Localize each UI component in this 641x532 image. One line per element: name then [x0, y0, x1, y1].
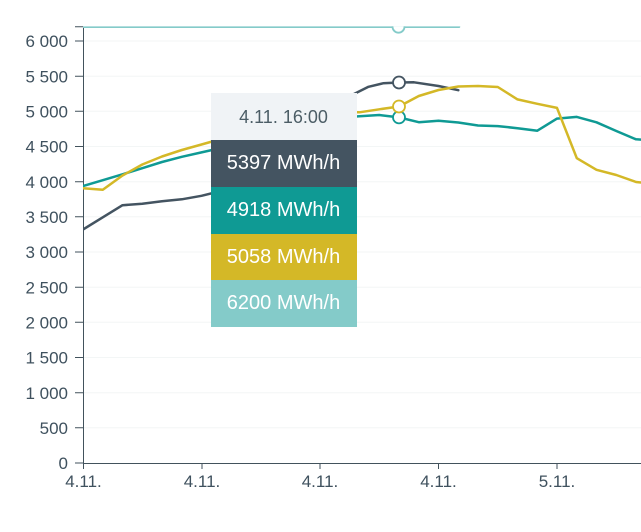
- svg-text:2 500: 2 500: [25, 278, 68, 297]
- svg-text:3 500: 3 500: [25, 208, 68, 227]
- svg-text:4.11.: 4.11.: [184, 472, 221, 491]
- svg-text:2 000: 2 000: [25, 313, 68, 332]
- svg-text:6 000: 6 000: [25, 32, 68, 51]
- svg-text:3 000: 3 000: [25, 243, 68, 262]
- svg-text:5.11.: 5.11.: [539, 472, 576, 491]
- svg-text:4.11.: 4.11.: [302, 472, 339, 491]
- svg-text:1 500: 1 500: [25, 349, 68, 368]
- svg-text:4 000: 4 000: [25, 173, 68, 192]
- svg-text:5 500: 5 500: [25, 67, 68, 86]
- svg-text:4.11.: 4.11.: [65, 472, 102, 491]
- svg-text:500: 500: [40, 419, 68, 438]
- svg-text:4.11.: 4.11.: [420, 472, 457, 491]
- svg-text:5 000: 5 000: [25, 102, 68, 121]
- svg-text:0: 0: [59, 454, 68, 473]
- svg-text:4 500: 4 500: [25, 138, 68, 157]
- svg-text:1 000: 1 000: [25, 384, 68, 403]
